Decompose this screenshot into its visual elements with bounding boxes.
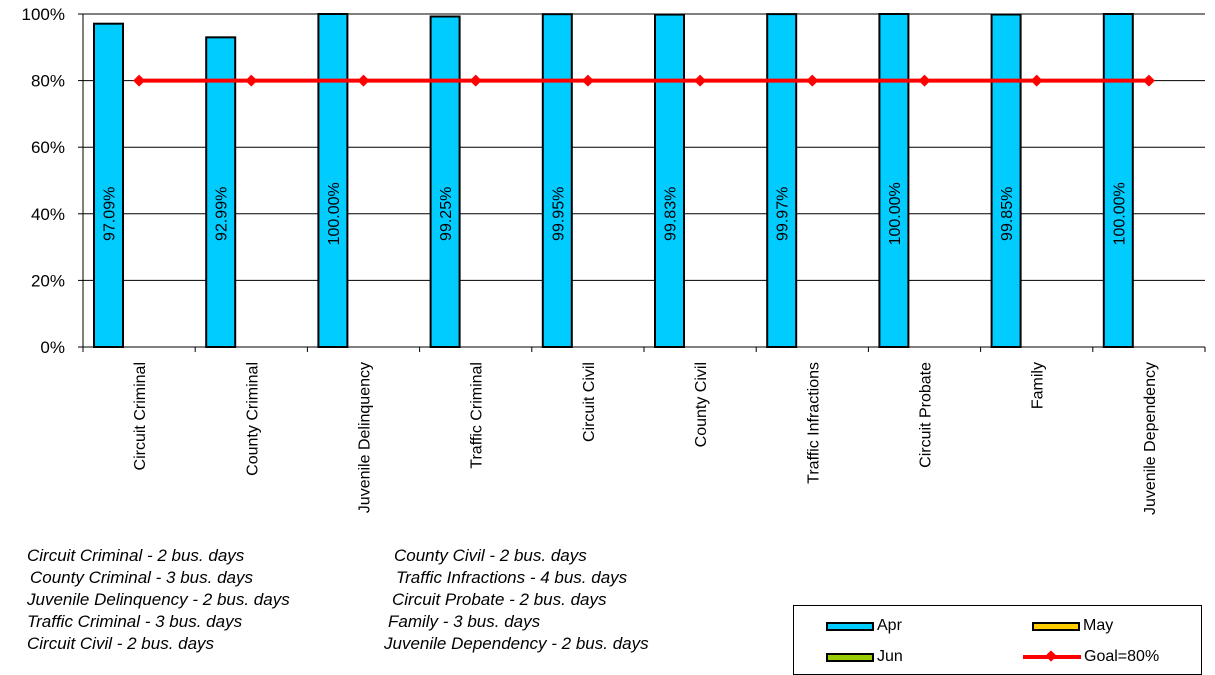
goal-marker xyxy=(806,74,819,87)
axes xyxy=(78,13,1206,352)
bar xyxy=(654,13,685,348)
note-item: Circuit Criminal - 2 bus. days xyxy=(27,546,245,565)
goal-marker xyxy=(469,74,482,87)
note-item: Traffic Criminal - 3 bus. days xyxy=(27,612,243,631)
x-tick-label: Circuit Civil xyxy=(581,362,598,442)
bar xyxy=(93,22,124,348)
data-label: 100.00% xyxy=(887,182,904,245)
bar xyxy=(1102,13,1134,348)
note-item: County Criminal - 3 bus. days xyxy=(30,568,253,587)
x-tick-labels: Circuit Criminal County Criminal Juvenile … xyxy=(132,362,1159,515)
notes-left: Circuit Criminal - 2 bus. days County Cr… xyxy=(27,545,290,655)
data-label: 100.00% xyxy=(326,182,343,245)
bar xyxy=(541,13,573,348)
note-item: Circuit Civil - 2 bus. days xyxy=(27,634,215,653)
x-tick-label: Circuit Probate xyxy=(918,362,935,468)
data-label: 99.95% xyxy=(550,187,567,241)
x-tick-label: Juvenile Dependency xyxy=(1142,362,1159,515)
notes-right: County Civil - 2 bus. days Traffic Infra… xyxy=(384,545,649,655)
note-item: Juvenile Delinquency - 2 bus. days xyxy=(27,590,290,609)
y-tick-label: 100% xyxy=(22,5,65,24)
data-label: 92.99% xyxy=(214,187,231,241)
goal-marker xyxy=(245,74,258,87)
bar xyxy=(878,13,910,348)
legend-swatch-jun xyxy=(826,652,874,662)
data-labels: 97.09% 92.99% 100.00% 99.25% 99.95% 99.83% 99.… xyxy=(102,182,1129,245)
legend-item-may: May xyxy=(1032,617,1113,635)
bar xyxy=(317,13,349,348)
note-item: Circuit Probate - 2 bus. days xyxy=(392,590,607,609)
x-tick-label: Traffic Infractions xyxy=(805,362,822,484)
goal-line xyxy=(133,74,1155,87)
x-tick-label: Juvenile Delinquency xyxy=(357,362,374,513)
note-item: Family - 3 bus. days xyxy=(388,612,541,631)
goal-marker xyxy=(581,74,594,87)
legend-swatch-may xyxy=(1032,621,1080,631)
goal-marker xyxy=(1030,74,1043,87)
bar xyxy=(990,13,1022,348)
y-tick-label: 60% xyxy=(31,138,65,157)
y-tick-label: 0% xyxy=(40,338,65,357)
data-label: 99.25% xyxy=(438,187,455,241)
legend-label: May xyxy=(1083,617,1114,634)
data-label: 99.85% xyxy=(999,187,1016,241)
goal-marker xyxy=(1142,74,1155,87)
note-item: Traffic Infractions - 4 bus. days xyxy=(396,568,628,587)
goal-marker xyxy=(357,74,370,87)
data-label: 99.97% xyxy=(775,187,792,241)
legend-label: Jun xyxy=(877,648,903,665)
x-tick-label: Circuit Criminal xyxy=(132,362,149,470)
bars xyxy=(93,13,1134,349)
y-tick-label: 40% xyxy=(31,205,65,224)
note-item: Juvenile Dependency - 2 bus. days xyxy=(384,634,649,653)
legend-label: Apr xyxy=(877,617,902,634)
y-tick-labels: 0% 20% 40% 60% 80% 100% xyxy=(22,5,65,357)
data-label: 99.83% xyxy=(663,187,680,241)
data-label: 100.00% xyxy=(1111,182,1128,245)
goal-marker xyxy=(133,74,146,87)
legend-item-goal: Goal=80% xyxy=(1023,648,1159,666)
y-tick-label: 20% xyxy=(31,271,65,290)
goal-marker xyxy=(694,74,707,87)
y-tick-label: 80% xyxy=(31,72,65,91)
x-tick-label: Family xyxy=(1030,362,1047,409)
x-tick-label: County Criminal xyxy=(244,362,261,476)
legend-item-apr: Apr xyxy=(826,617,902,635)
note-item: County Civil - 2 bus. days xyxy=(394,546,587,565)
bar xyxy=(429,15,461,349)
legend-swatch-goal xyxy=(1023,650,1081,663)
data-label: 97.09% xyxy=(102,187,119,241)
gridlines xyxy=(83,13,1205,281)
bar xyxy=(766,13,798,348)
legend: Apr May Jun Goal=80% xyxy=(793,605,1202,675)
goal-marker xyxy=(918,74,931,87)
x-tick-label: County Civil xyxy=(693,362,710,447)
legend-label: Goal=80% xyxy=(1084,648,1160,665)
legend-item-jun: Jun xyxy=(826,648,903,666)
legend-swatch-apr xyxy=(826,621,874,631)
x-tick-label: Traffic Criminal xyxy=(469,362,486,469)
